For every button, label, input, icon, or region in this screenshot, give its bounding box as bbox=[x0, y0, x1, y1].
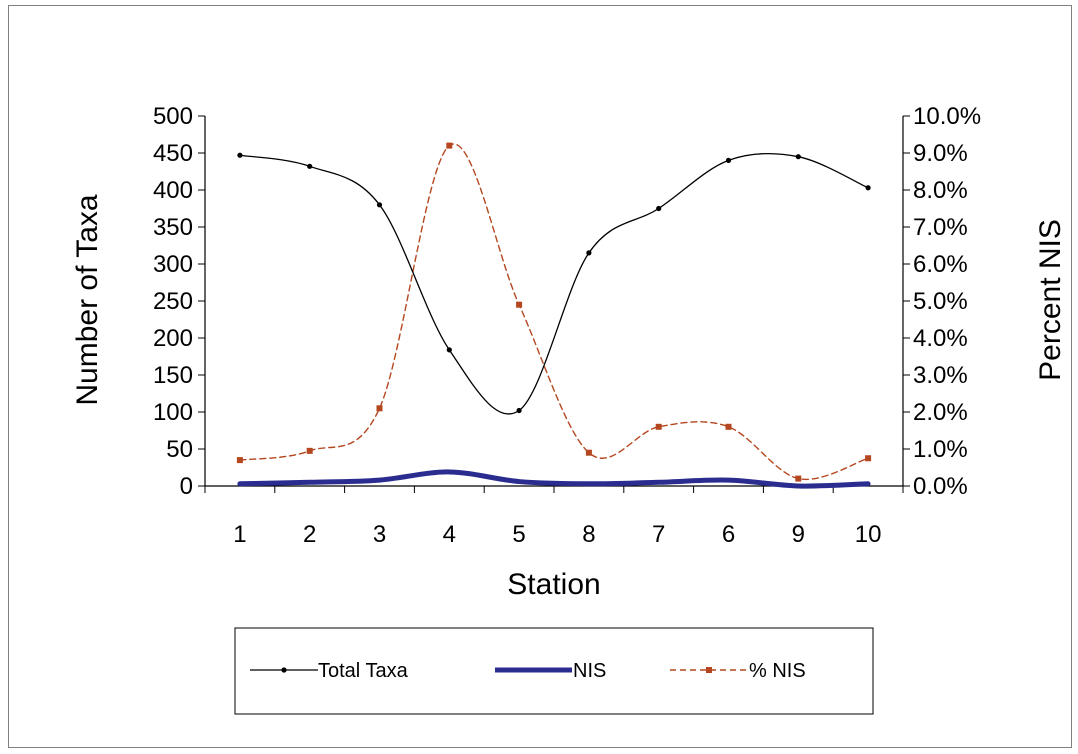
data-point-total-taxa bbox=[377, 202, 382, 207]
data-point-total-taxa bbox=[517, 408, 522, 413]
y2-tick-label: 10.0% bbox=[913, 103, 981, 130]
plot-area bbox=[237, 143, 871, 486]
x-tick-label: 1 bbox=[233, 521, 246, 548]
y-tick-label: 100 bbox=[153, 399, 193, 426]
x-tick-label: 2 bbox=[303, 521, 316, 548]
data-point-nis bbox=[795, 476, 801, 482]
x-tick-label: 6 bbox=[722, 521, 735, 548]
data-point-nis bbox=[307, 448, 313, 454]
y-axis-title: Number of Taxa bbox=[71, 194, 104, 406]
data-point-total-taxa bbox=[866, 185, 871, 190]
x-tick-label: 8 bbox=[582, 521, 595, 548]
legend-label-nis: % NIS bbox=[749, 660, 806, 682]
data-point-nis bbox=[516, 302, 522, 308]
data-point-total-taxa bbox=[447, 347, 452, 352]
x-tick-label: 7 bbox=[652, 521, 665, 548]
x-tick-label: 4 bbox=[443, 521, 456, 548]
y2-axis-title: Percent NIS bbox=[1034, 219, 1067, 381]
data-point-total-taxa bbox=[586, 250, 591, 255]
y-tick-label: 200 bbox=[153, 325, 193, 352]
y2-tick-label: 7.0% bbox=[913, 214, 968, 241]
y-tick-label: 450 bbox=[153, 140, 193, 167]
data-point-total-taxa bbox=[726, 158, 731, 163]
x-tick-label: 9 bbox=[792, 521, 805, 548]
series-line-nis bbox=[240, 472, 868, 486]
series-line-nis bbox=[240, 144, 868, 479]
data-point-nis bbox=[726, 424, 732, 430]
y-tick-label: 0 bbox=[180, 473, 193, 500]
legend-label-nis: NIS bbox=[573, 660, 606, 682]
y-tick-label: 300 bbox=[153, 251, 193, 278]
x-tick-label: 3 bbox=[373, 521, 386, 548]
data-point-nis bbox=[586, 450, 592, 456]
data-point-nis bbox=[656, 424, 662, 430]
y-tick-label: 50 bbox=[166, 436, 193, 463]
legend-marker-nis bbox=[706, 667, 712, 673]
data-point-total-taxa bbox=[796, 154, 801, 159]
y2-tick-label: 5.0% bbox=[913, 288, 968, 315]
data-point-total-taxa bbox=[656, 206, 661, 211]
y2-tick-label: 9.0% bbox=[913, 140, 968, 167]
y2-tick-label: 0.0% bbox=[913, 473, 968, 500]
y-tick-label: 400 bbox=[153, 177, 193, 204]
y-tick-label: 500 bbox=[153, 103, 193, 130]
y2-tick-label: 8.0% bbox=[913, 177, 968, 204]
data-point-total-taxa bbox=[237, 153, 242, 158]
y2-tick-label: 6.0% bbox=[913, 251, 968, 278]
y-tick-label: 250 bbox=[153, 288, 193, 315]
y2-tick-label: 4.0% bbox=[913, 325, 968, 352]
x-axis-title: Station bbox=[507, 568, 600, 601]
y2-tick-label: 2.0% bbox=[913, 399, 968, 426]
data-point-nis bbox=[865, 455, 871, 461]
legend-marker-total-taxa bbox=[281, 667, 286, 672]
y2-tick-label: 3.0% bbox=[913, 362, 968, 389]
y2-tick-label: 1.0% bbox=[913, 436, 968, 463]
series-line-total-taxa bbox=[240, 154, 868, 415]
legend: Total Taxa NIS % NIS bbox=[235, 628, 873, 714]
data-point-nis bbox=[377, 405, 383, 411]
data-point-nis bbox=[237, 457, 243, 463]
data-point-nis bbox=[446, 143, 452, 149]
y-tick-label: 150 bbox=[153, 362, 193, 389]
data-point-total-taxa bbox=[307, 164, 312, 169]
legend-label-total-taxa: Total Taxa bbox=[318, 660, 409, 682]
x-tick-label: 5 bbox=[512, 521, 525, 548]
y-tick-label: 350 bbox=[153, 214, 193, 241]
x-tick-label: 10 bbox=[855, 521, 882, 548]
